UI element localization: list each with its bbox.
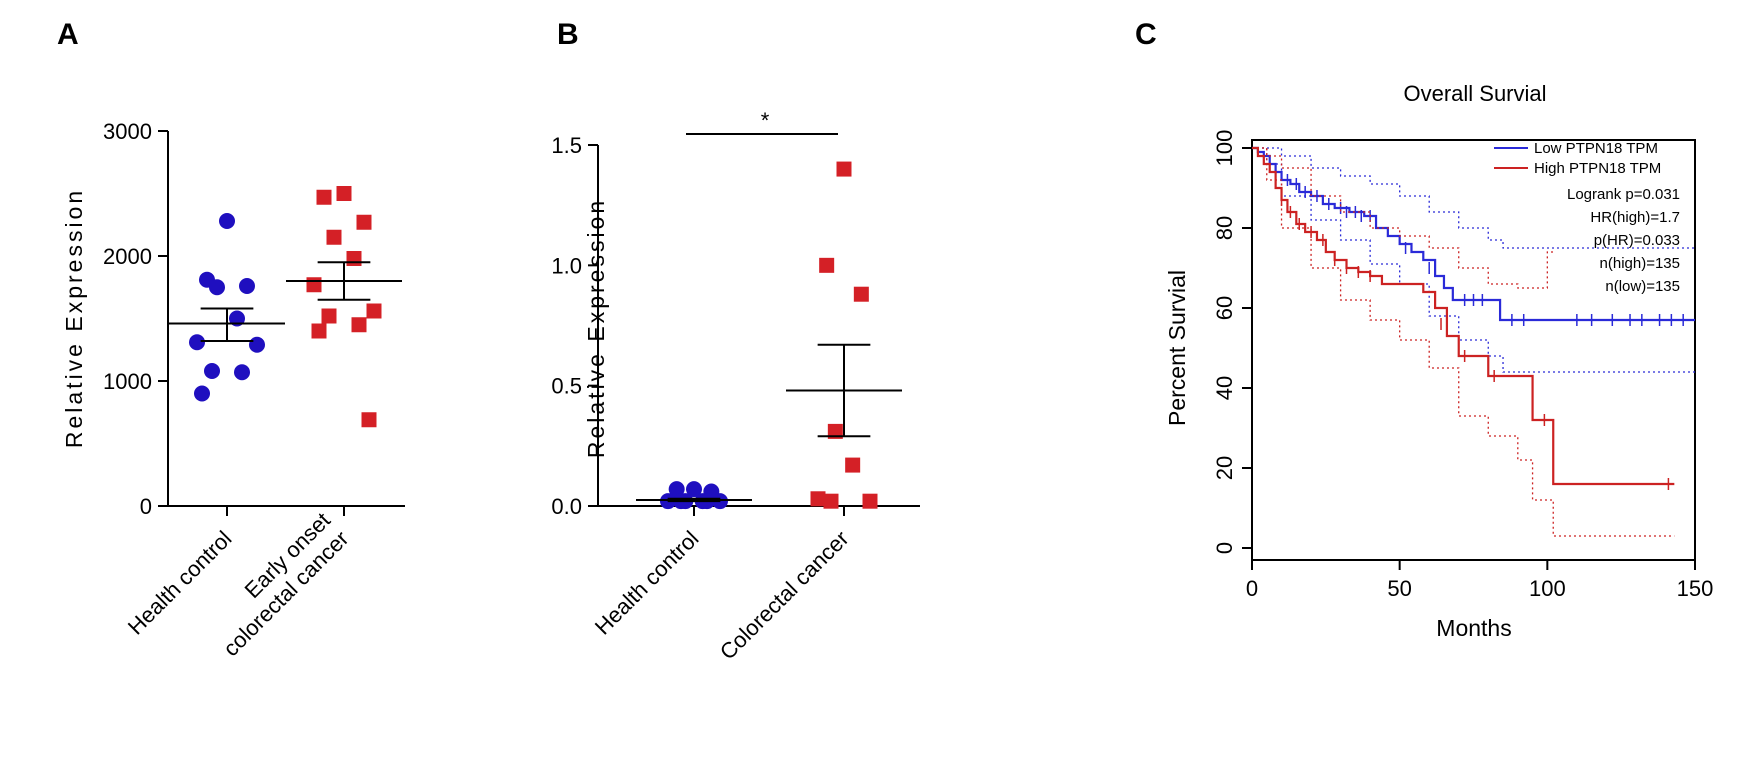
ci-lower-high bbox=[1252, 147, 1675, 537]
panel-letter-c: C bbox=[1135, 18, 1157, 51]
data-point-a bbox=[316, 189, 332, 205]
y-tick-label-b: 0.0 bbox=[551, 494, 582, 519]
data-point-a bbox=[219, 213, 235, 229]
panel-a: A Relative Expression 0 1000 2000 3000 Healt… bbox=[57, 18, 405, 661]
stat-text-c: n(low)=135 bbox=[1605, 278, 1680, 295]
data-point-a bbox=[321, 308, 337, 324]
significance-label-b: * bbox=[761, 108, 770, 133]
y-tick-label-b: 0.5 bbox=[551, 374, 582, 399]
stat-text-c: n(high)=135 bbox=[1600, 255, 1680, 272]
marks-b: * bbox=[636, 108, 902, 510]
stat-text-c: Logrank p=0.031 bbox=[1567, 186, 1680, 203]
y-tick-label-c: 80 bbox=[1212, 216, 1237, 240]
y-tick-label-b: 1.0 bbox=[551, 253, 582, 278]
legend-label-high: High PTPN18 TPM bbox=[1534, 160, 1661, 177]
stat-text-c: p(HR)=0.033 bbox=[1594, 232, 1680, 249]
panel-c: C Overall Survial Percent Survial Months… bbox=[1135, 18, 1713, 641]
data-point-b bbox=[845, 457, 861, 473]
legend-label-low: Low PTPN18 TPM bbox=[1534, 140, 1658, 157]
y-tick-label-a: 1000 bbox=[103, 369, 152, 394]
y-tick-label-a: 3000 bbox=[103, 119, 152, 144]
data-point-a bbox=[311, 323, 327, 339]
data-point-a bbox=[326, 229, 342, 245]
data-point-a bbox=[189, 334, 205, 351]
data-point-b bbox=[686, 481, 702, 498]
x-tick-label-c: 150 bbox=[1677, 576, 1714, 601]
y-axis-title-c: Percent Survial bbox=[1164, 270, 1190, 426]
panel-letter-b: B bbox=[557, 18, 579, 51]
x-tick-label-b: Colorectal cancer bbox=[715, 526, 854, 665]
data-point-a bbox=[346, 251, 362, 266]
ci-upper-high bbox=[1252, 147, 1554, 289]
panel-b: B Relative Expression 0.0 0.5 1.0 1.5 Health… bbox=[551, 18, 920, 665]
x-tick-label-c: 0 bbox=[1246, 576, 1258, 601]
data-point-a bbox=[356, 214, 372, 230]
data-point-b bbox=[819, 257, 835, 273]
y-tick-label-a: 0 bbox=[140, 494, 152, 519]
data-point-a bbox=[306, 277, 322, 293]
legend-c: Low PTPN18 TPM High PTPN18 TPM Logrank p=0… bbox=[1494, 140, 1680, 295]
marks-a bbox=[169, 186, 402, 428]
data-point-b bbox=[836, 161, 852, 177]
stat-text-c: HR(high)=1.7 bbox=[1590, 209, 1680, 226]
y-tick-label-b: 1.5 bbox=[551, 133, 582, 158]
y-tick-label-a: 2000 bbox=[103, 244, 152, 269]
y-axis-title-b: Relative Expression bbox=[583, 198, 609, 458]
data-point-b bbox=[827, 423, 843, 439]
axes-c: 0 50 100 150 0 20 40 60 80 100 bbox=[1212, 130, 1713, 601]
data-point-b bbox=[668, 481, 685, 498]
marks-c bbox=[1252, 146, 1695, 537]
y-tick-label-c: 0 bbox=[1212, 542, 1237, 554]
y-tick-label-c: 60 bbox=[1212, 296, 1237, 320]
data-point-b bbox=[853, 286, 869, 302]
data-point-a bbox=[366, 303, 382, 319]
data-point-a bbox=[194, 385, 210, 402]
y-axis-title-a: Relative Expression bbox=[61, 188, 87, 448]
data-point-a bbox=[204, 363, 220, 379]
data-point-a bbox=[239, 278, 255, 294]
y-tick-label-c: 100 bbox=[1212, 130, 1237, 167]
data-point-a bbox=[234, 364, 250, 381]
y-tick-label-c: 20 bbox=[1212, 456, 1237, 480]
data-point-a bbox=[336, 186, 352, 201]
data-point-b bbox=[823, 493, 839, 509]
data-point-b bbox=[810, 491, 826, 507]
x-tick-label-c: 100 bbox=[1529, 576, 1566, 601]
x-tick-label-c: 50 bbox=[1387, 576, 1411, 601]
data-point-a bbox=[249, 336, 265, 353]
data-point-a bbox=[361, 412, 377, 428]
chart-title-c: Overall Survial bbox=[1403, 81, 1546, 106]
x-axis-title-c: Months bbox=[1436, 615, 1511, 641]
x-tick-label-a: Health control bbox=[123, 526, 237, 640]
data-point-a bbox=[351, 317, 367, 333]
y-tick-label-c: 40 bbox=[1212, 376, 1237, 400]
panel-letter-a: A bbox=[57, 18, 79, 51]
data-point-b bbox=[862, 493, 878, 509]
data-point-a bbox=[209, 279, 225, 296]
plot-frame-c bbox=[1251, 139, 1696, 561]
x-tick-label-b: Health control bbox=[590, 526, 704, 640]
